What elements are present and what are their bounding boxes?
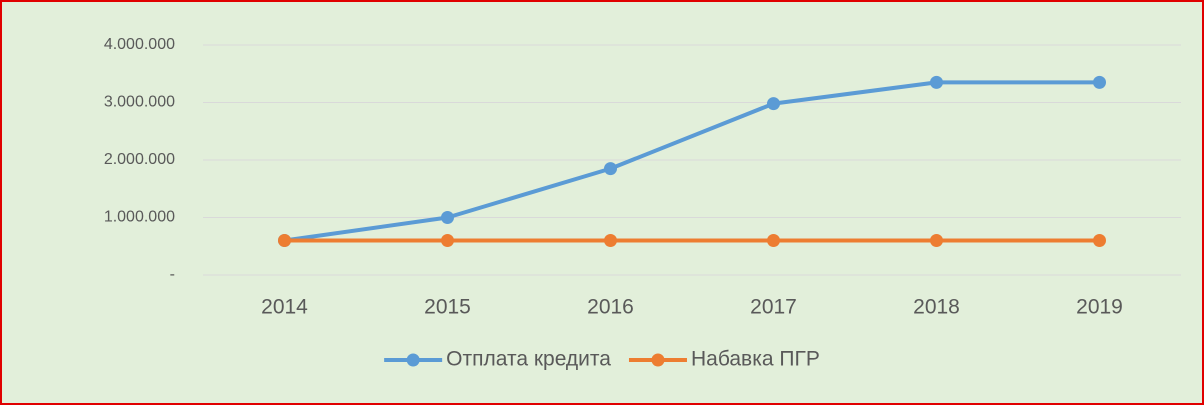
data-point bbox=[1093, 75, 1106, 89]
data-point bbox=[767, 234, 780, 247]
legend-marker bbox=[406, 353, 420, 367]
data-point bbox=[1093, 234, 1106, 247]
x-tick-label: 2018 bbox=[913, 296, 960, 319]
legend-label: Отплата кредита bbox=[446, 348, 611, 371]
y-tick-label: 2.000.000 bbox=[104, 151, 175, 168]
x-tick-label: 2016 bbox=[587, 296, 634, 319]
x-tick-label: 2014 bbox=[261, 296, 308, 319]
data-point bbox=[930, 234, 943, 247]
x-tick-label: 2017 bbox=[750, 296, 797, 319]
legend-item: Отплата кредита bbox=[384, 348, 611, 371]
y-tick-label: 1.000.000 bbox=[104, 209, 175, 226]
y-tick-label: 4.000.000 bbox=[104, 36, 175, 53]
series-line bbox=[282, 80, 1102, 243]
x-tick-label: 2019 bbox=[1076, 296, 1123, 319]
legend-item: Набавка ПГР bbox=[628, 348, 820, 371]
data-point bbox=[604, 234, 617, 247]
data-point bbox=[604, 162, 617, 176]
data-point bbox=[441, 234, 454, 247]
y-tick-label: 3.000.000 bbox=[104, 94, 175, 111]
y-tick-label: - bbox=[170, 266, 175, 283]
x-tick-label: 2015 bbox=[424, 296, 471, 319]
data-point bbox=[767, 97, 780, 111]
legend-label: Набавка ПГР bbox=[691, 348, 820, 371]
data-point bbox=[278, 234, 291, 247]
data-point bbox=[441, 211, 454, 224]
legend-marker bbox=[651, 353, 665, 367]
data-point bbox=[930, 75, 943, 89]
